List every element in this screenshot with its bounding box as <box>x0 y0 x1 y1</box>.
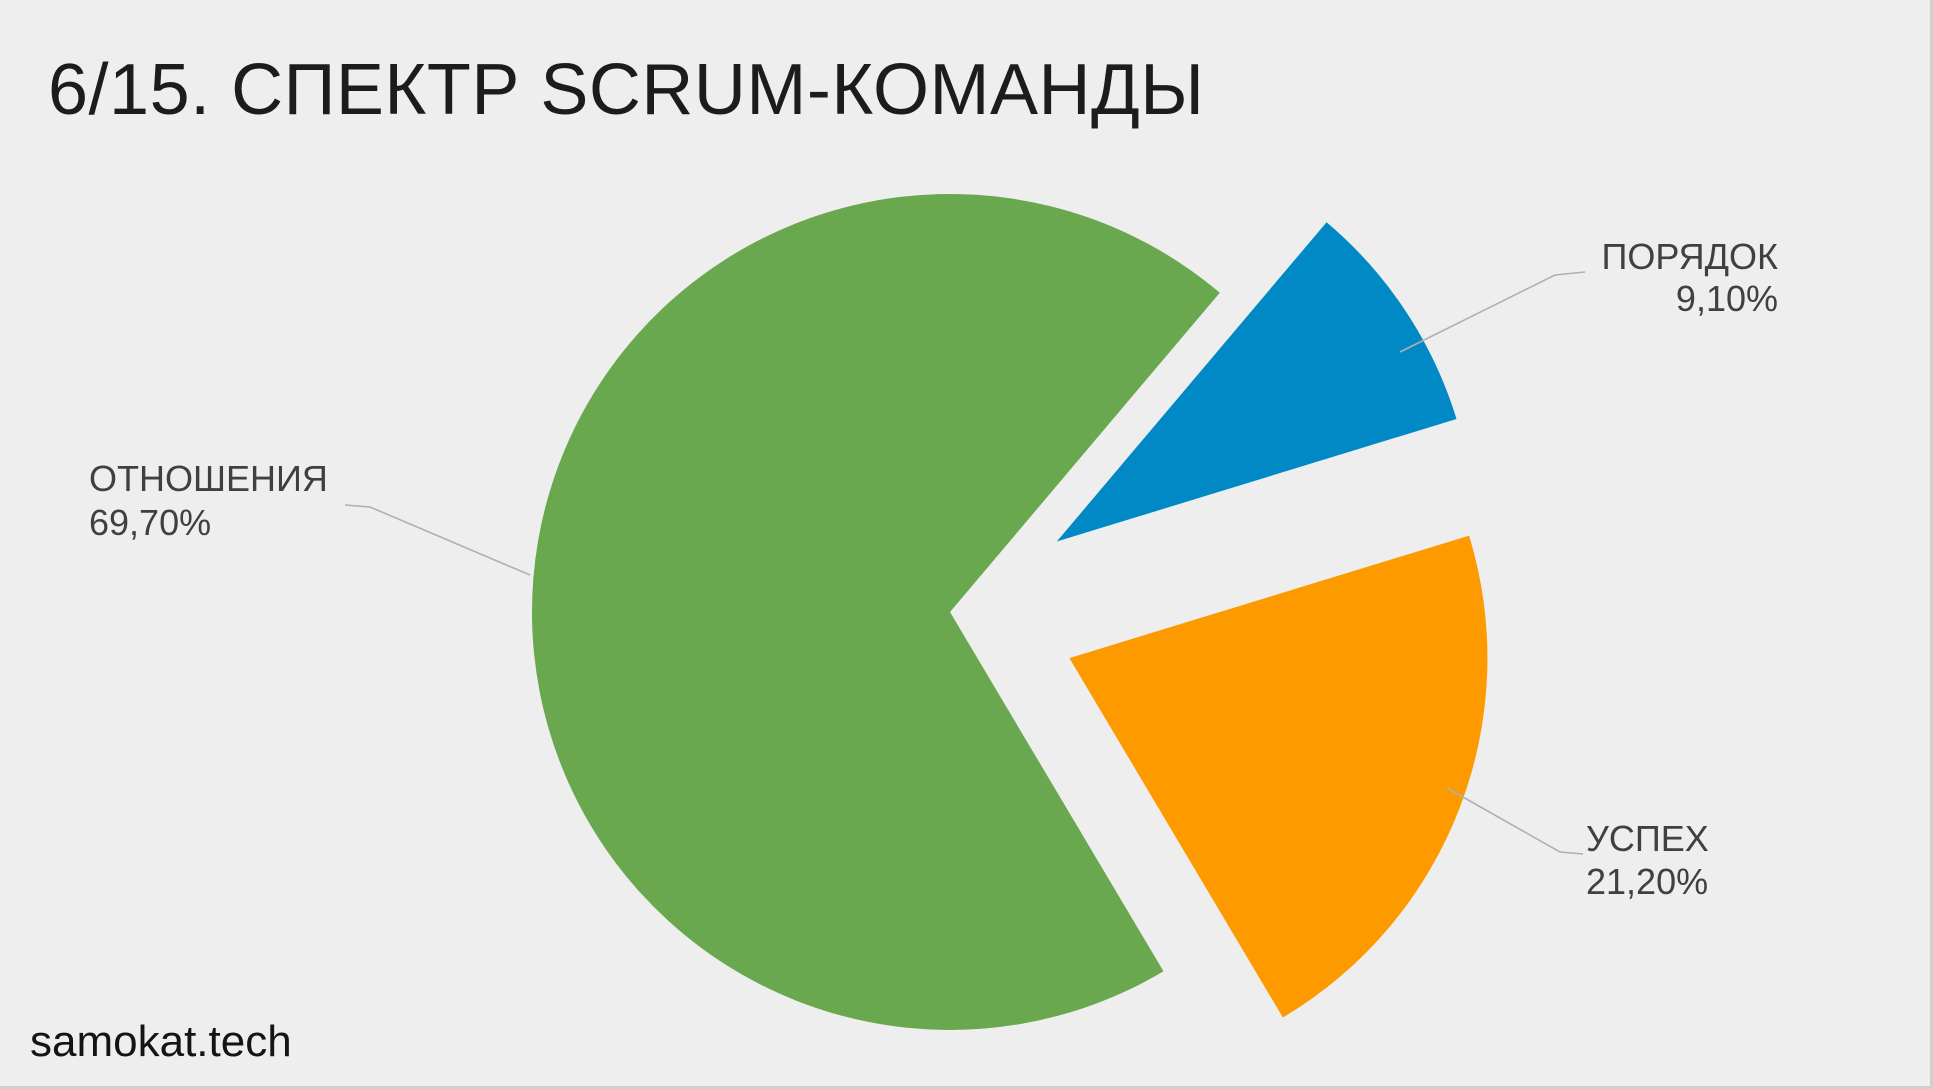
label-value-otnosheniya: 69,70% <box>89 502 211 543</box>
label-value-uspeh: 21,20% <box>1586 861 1708 902</box>
leader-line-otnosheniya <box>345 505 530 575</box>
label-value-poryadok: 9,10% <box>1676 278 1778 319</box>
slice-otnosheniya <box>532 194 1220 1030</box>
pie-slices <box>532 194 1487 1030</box>
label-category-poryadok: ПОРЯДОК <box>1602 236 1778 277</box>
leader-line-poryadok <box>1400 272 1585 352</box>
leader-line-uspeh <box>1447 788 1583 854</box>
label-category-uspeh: УСПЕХ <box>1586 818 1709 859</box>
brand-logo-text: samokat.tech <box>30 1015 292 1069</box>
label-category-otnosheniya: ОТНОШЕНИЯ <box>89 458 328 499</box>
